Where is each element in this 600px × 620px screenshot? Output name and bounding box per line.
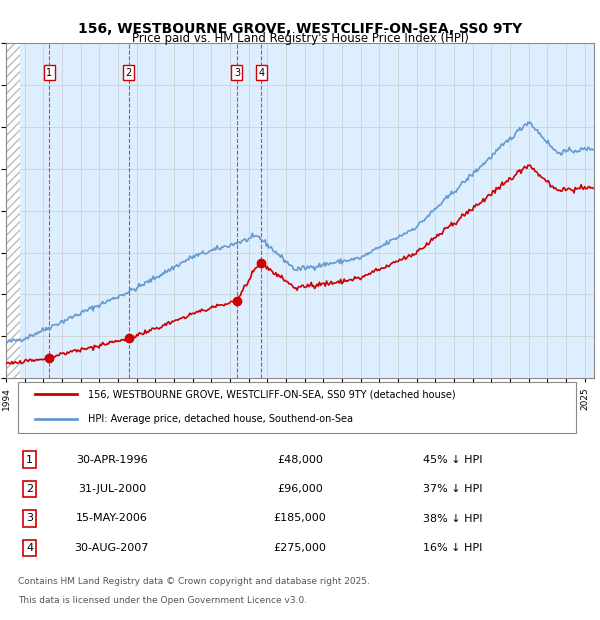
Text: £48,000: £48,000	[277, 454, 323, 464]
Text: 37% ↓ HPI: 37% ↓ HPI	[423, 484, 482, 494]
Text: 1: 1	[26, 454, 33, 464]
Text: This data is licensed under the Open Government Licence v3.0.: This data is licensed under the Open Gov…	[18, 596, 307, 605]
Text: 38% ↓ HPI: 38% ↓ HPI	[423, 513, 482, 523]
Text: 4: 4	[258, 68, 264, 78]
Text: 31-JUL-2000: 31-JUL-2000	[78, 484, 146, 494]
Text: 30-AUG-2007: 30-AUG-2007	[74, 543, 149, 553]
Text: £96,000: £96,000	[277, 484, 323, 494]
Text: Price paid vs. HM Land Registry's House Price Index (HPI): Price paid vs. HM Land Registry's House …	[131, 32, 469, 45]
Text: 156, WESTBOURNE GROVE, WESTCLIFF-ON-SEA, SS0 9TY: 156, WESTBOURNE GROVE, WESTCLIFF-ON-SEA,…	[78, 22, 522, 36]
Text: 30-APR-1996: 30-APR-1996	[76, 454, 148, 464]
Text: 45% ↓ HPI: 45% ↓ HPI	[423, 454, 482, 464]
Text: Contains HM Land Registry data © Crown copyright and database right 2025.: Contains HM Land Registry data © Crown c…	[18, 577, 370, 586]
Text: 3: 3	[234, 68, 240, 78]
Text: £185,000: £185,000	[274, 513, 326, 523]
Text: £275,000: £275,000	[274, 543, 326, 553]
Text: HPI: Average price, detached house, Southend-on-Sea: HPI: Average price, detached house, Sout…	[88, 414, 353, 425]
Text: 4: 4	[26, 543, 33, 553]
Text: 1: 1	[46, 68, 53, 78]
Text: 16% ↓ HPI: 16% ↓ HPI	[423, 543, 482, 553]
Text: 2: 2	[26, 484, 33, 494]
Text: 156, WESTBOURNE GROVE, WESTCLIFF-ON-SEA, SS0 9TY (detached house): 156, WESTBOURNE GROVE, WESTCLIFF-ON-SEA,…	[88, 389, 456, 399]
Text: 15-MAY-2006: 15-MAY-2006	[76, 513, 148, 523]
Bar	[6, 43, 20, 378]
Text: 3: 3	[26, 513, 33, 523]
Text: 2: 2	[126, 68, 132, 78]
FancyBboxPatch shape	[18, 382, 577, 433]
